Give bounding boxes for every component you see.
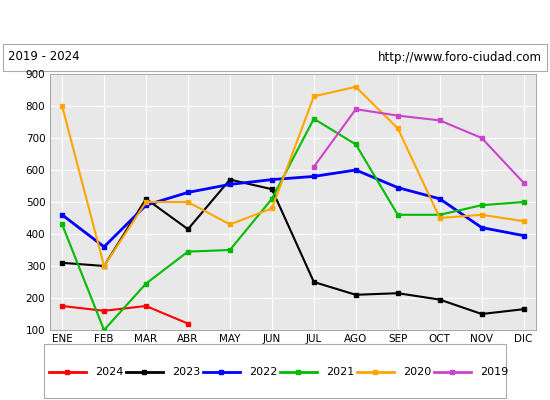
- Text: 2020: 2020: [403, 367, 431, 377]
- Text: 2019: 2019: [480, 367, 508, 377]
- Text: Evolucion Nº Turistas Nacionales en el municipio de Saúca: Evolucion Nº Turistas Nacionales en el m…: [73, 14, 477, 28]
- Text: http://www.foro-ciudad.com: http://www.foro-ciudad.com: [378, 50, 542, 64]
- Text: 2022: 2022: [249, 367, 277, 377]
- Text: 2023: 2023: [172, 367, 200, 377]
- Text: 2021: 2021: [326, 367, 354, 377]
- Text: 2024: 2024: [95, 367, 123, 377]
- Text: 2019 - 2024: 2019 - 2024: [8, 50, 80, 64]
